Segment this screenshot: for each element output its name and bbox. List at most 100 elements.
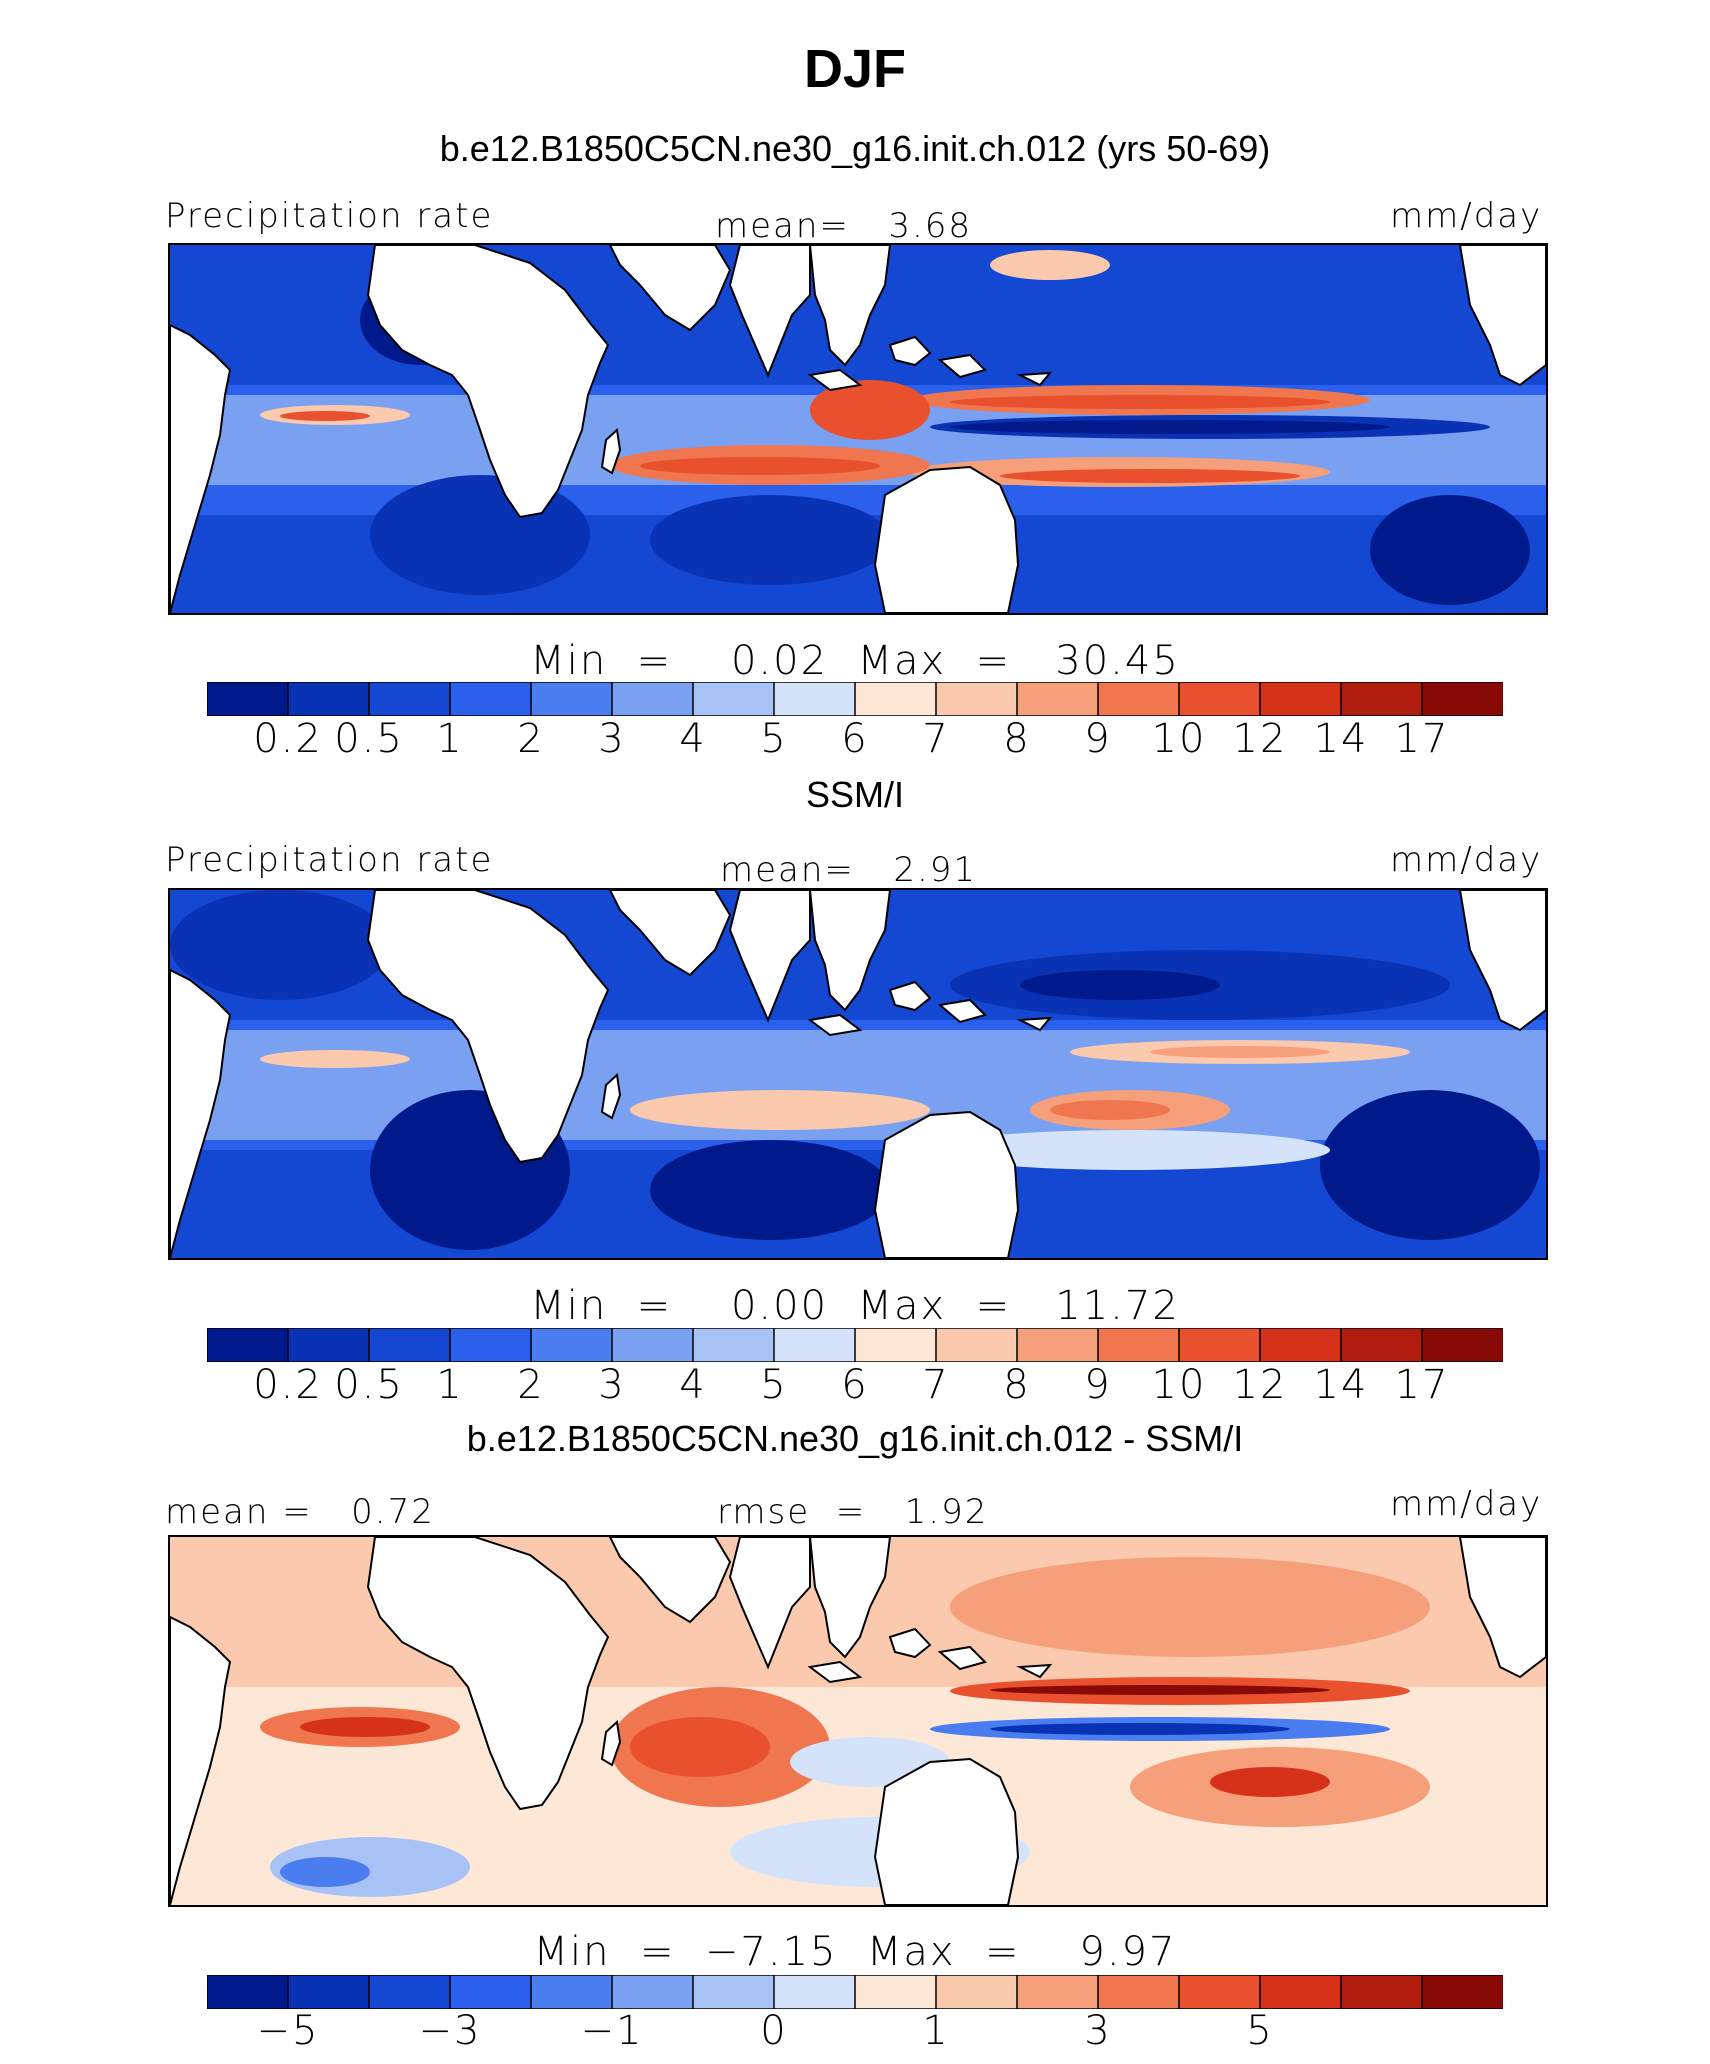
precip-field-contour	[1050, 1100, 1170, 1120]
colorbar-tick-label: 2	[517, 716, 545, 762]
panel-title-model: b.e12.B1850C5CN.ne30_g16.init.ch.012 (yr…	[439, 128, 1271, 169]
precip-field-contour	[990, 1685, 1330, 1695]
panel-units-label-model: mm/day	[1390, 196, 1543, 236]
colorbar-swatch	[1097, 681, 1181, 717]
coastline-landmass	[873, 1110, 1020, 1258]
colorbar-tick-label: 7	[922, 716, 950, 762]
coastline-landmass	[808, 245, 892, 367]
colorbar-swatch	[692, 1327, 776, 1363]
colorbar-tick-label: 1	[436, 1362, 464, 1408]
colorbar-tick-label: 8	[1003, 716, 1031, 762]
colorbar-swatch	[206, 1974, 290, 2010]
colorbar-swatch	[854, 1974, 938, 2010]
precip-field-contour	[950, 395, 1330, 409]
precip-field-contour	[1000, 469, 1300, 483]
precip-field-contour	[1210, 1767, 1330, 1797]
colorbar-tick-label: 3	[598, 716, 626, 762]
panel-title-obs: SSM/I	[805, 774, 904, 815]
colorbar-swatch	[1097, 1327, 1181, 1363]
colorbar-swatch	[854, 1327, 938, 1363]
colorbar-swatch	[368, 681, 452, 717]
coastline-landmass	[600, 428, 622, 475]
colorbar-swatch	[1421, 1327, 1505, 1363]
colorbar-tick-label: 8	[1003, 1362, 1031, 1408]
min-max-stats-diff: Min = −7.15 Max = 9.97	[533, 1929, 1177, 1975]
colorbar-swatch	[773, 1974, 857, 2010]
coastline-landmass	[808, 890, 892, 1012]
panel-units-label-obs: mm/day	[1390, 840, 1543, 880]
coastline-landmass	[1458, 1537, 1546, 1679]
precip-field-contour	[990, 250, 1110, 280]
colorbar-tick-label: 12	[1232, 1362, 1288, 1408]
colorbar-tick-label: 5	[760, 716, 788, 762]
colorbar-swatch	[368, 1327, 452, 1363]
coastline-landmass	[608, 890, 732, 977]
colorbar-swatch	[1178, 681, 1262, 717]
colorbar-swatch	[1178, 1327, 1262, 1363]
colorbar-tick-label: 4	[679, 1362, 707, 1408]
colorbar-swatch	[449, 681, 533, 717]
coastline-landmass	[937, 1645, 987, 1671]
coastline-landmass	[1458, 890, 1546, 1032]
colorbar-swatch	[935, 1974, 1019, 2010]
coastline-landmass	[366, 245, 610, 519]
colorbar-tick-label: −3	[418, 2008, 482, 2054]
colorbar-ticks-diff: −5 −3 −1 0 1 3 5	[207, 2008, 1503, 2058]
colorbar-swatch	[773, 681, 857, 717]
colorbar-swatch	[1259, 1327, 1343, 1363]
colorbar-model	[206, 681, 1505, 717]
map-panel-model	[168, 243, 1548, 615]
colorbar-tick-label: 0.5	[334, 716, 404, 762]
precip-field-contour	[640, 457, 880, 475]
precipitation-difference-map	[170, 1537, 1546, 1905]
colorbar-swatch	[287, 1974, 371, 2010]
colorbar-tick-label: 6	[841, 716, 869, 762]
precip-field-contour	[950, 420, 1390, 434]
precip-field-contour	[930, 295, 1430, 350]
colorbar-tick-label: 6	[841, 1362, 869, 1408]
coastline-landmass	[728, 890, 811, 1023]
precip-field-contour	[630, 1090, 930, 1130]
coastline-landmass	[808, 1537, 892, 1659]
precip-field-contour	[1320, 1090, 1540, 1240]
figure-title: DJF	[803, 39, 906, 99]
min-max-stats-model: Min = 0.02 Max = 30.45	[530, 638, 1180, 684]
colorbar-swatch	[206, 1327, 290, 1363]
coastline-landmass	[888, 1627, 932, 1659]
panel-left-label-obs: Precipitation rate	[165, 840, 494, 880]
min-max-stats-obs: Min = 0.00 Max = 11.72	[530, 1283, 1180, 1329]
colorbar-swatch	[206, 681, 290, 717]
coastline-landmass	[728, 245, 811, 378]
coastline-landmass	[807, 1660, 863, 1684]
coastline-landmass	[1016, 371, 1053, 387]
colorbar-swatch	[1097, 1974, 1181, 2010]
coastline-landmass	[873, 465, 1020, 613]
coastline-landmass	[366, 890, 610, 1164]
colorbar-swatch	[449, 1974, 533, 2010]
precip-field-contour	[930, 1130, 1330, 1170]
map-panel-diff	[168, 1535, 1548, 1907]
colorbar-swatch	[935, 681, 1019, 717]
precip-field-contour	[1020, 970, 1220, 1000]
colorbar-swatch	[368, 1974, 452, 2010]
colorbar-tick-label: 0.2	[253, 716, 323, 762]
colorbar-swatch	[692, 681, 776, 717]
precip-field-contour	[280, 411, 370, 421]
colorbar-obs	[206, 1327, 1505, 1363]
coastline-landmass	[1016, 1663, 1053, 1679]
coastline-landmass	[608, 245, 732, 332]
colorbar-swatch	[611, 1327, 695, 1363]
colorbar-swatch	[1421, 1974, 1505, 2010]
precip-field-contour	[300, 1717, 430, 1737]
coastline-landmass	[807, 368, 863, 392]
colorbar-swatch	[1340, 1974, 1424, 2010]
colorbar-swatch	[1016, 681, 1100, 717]
colorbar-swatch	[530, 1327, 614, 1363]
precipitation-map-model	[170, 245, 1546, 613]
colorbar-tick-label: 9	[1084, 716, 1112, 762]
colorbar-tick-label: 3	[598, 1362, 626, 1408]
colorbar-swatch	[692, 1974, 776, 2010]
precip-field-contour	[990, 1723, 1290, 1735]
precip-field-contour	[260, 1050, 410, 1068]
colorbar-swatch	[287, 681, 371, 717]
